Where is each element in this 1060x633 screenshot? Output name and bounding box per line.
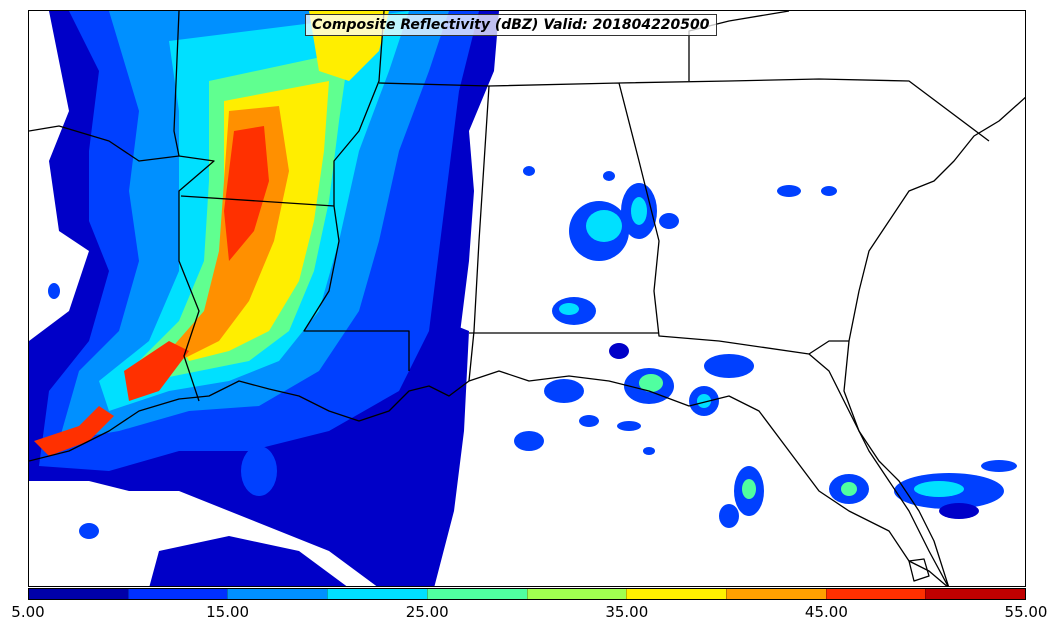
colorbar-segment [925, 589, 1026, 599]
lake-okeechobee [908, 558, 930, 582]
state-border-6 [378, 82, 490, 382]
colorbar-labels: 5.00 15.00 25.00 35.00 45.00 55.00 [0, 601, 1060, 625]
map-title: Composite Reflectivity (dBZ) Valid: 2018… [305, 14, 717, 36]
radar-map-svg [29, 11, 1025, 586]
state-border-3 [180, 195, 335, 207]
colorbar-segment [626, 589, 726, 599]
state-border-4 [303, 205, 410, 371]
state-border-9 [618, 78, 990, 142]
colorbar-tick-label: 25.00 [405, 603, 449, 621]
colorbar-segment [227, 589, 328, 599]
echo-south-patch [149, 536, 347, 586]
colorbar-segment [327, 589, 427, 599]
state-border-5 [333, 11, 385, 206]
florida-peninsula [808, 353, 949, 586]
colorbar-segment [29, 589, 128, 599]
state-border-10 [808, 340, 849, 355]
map-boundaries [29, 11, 1025, 586]
scattered-cells [48, 166, 1017, 539]
colorbar-segment [526, 589, 627, 599]
state-border-1 [178, 155, 215, 402]
reflectivity-echoes [29, 11, 1017, 586]
colorbar-segment [127, 589, 228, 599]
radar-map [28, 10, 1026, 587]
state-border-7 [488, 82, 810, 355]
colorbar-tick-label: 5.00 [11, 603, 45, 621]
colorbar-tick-label: 45.00 [804, 603, 848, 621]
atlantic-coastline [843, 96, 1025, 586]
colorbar-tick-label: 15.00 [206, 603, 250, 621]
echo-cell-red-sw [124, 341, 189, 401]
colorbar-segment [725, 589, 826, 599]
colorbar [28, 588, 1026, 600]
state-border-2 [173, 11, 180, 157]
state-border-12 [29, 125, 180, 162]
colorbar-segment [426, 589, 527, 599]
echo-band-west-45 [224, 126, 269, 261]
echo-cell-red-coast [34, 406, 114, 456]
colorbar-tick-label: 35.00 [605, 603, 649, 621]
colorbar-tick-label: 55.00 [1004, 603, 1048, 621]
echo-band-south-tail [404, 311, 469, 586]
colorbar-segment [825, 589, 926, 599]
